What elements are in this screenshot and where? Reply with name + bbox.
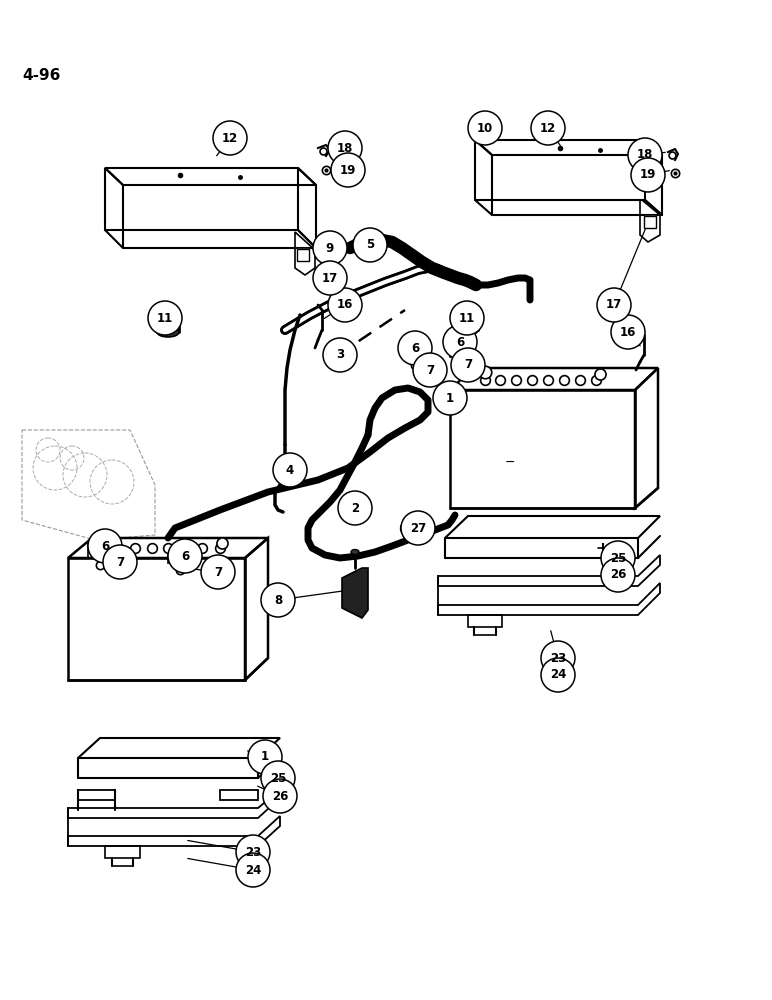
Ellipse shape [157,327,179,337]
Ellipse shape [351,550,359,554]
Circle shape [168,539,202,573]
Text: 23: 23 [245,846,261,858]
Circle shape [628,138,662,172]
Circle shape [631,158,665,192]
Text: 24: 24 [245,863,261,876]
Text: 25: 25 [269,772,286,784]
Text: 7: 7 [464,359,472,371]
Text: 6: 6 [456,336,464,349]
Text: 17: 17 [322,271,338,284]
Ellipse shape [157,310,179,320]
Circle shape [601,541,635,575]
Text: 11: 11 [459,312,475,324]
Text: 16: 16 [337,298,353,312]
Circle shape [313,231,347,265]
Text: 9: 9 [326,241,334,254]
Text: 16: 16 [620,326,636,338]
Text: 6: 6 [101,540,109,552]
Circle shape [273,453,307,487]
Circle shape [328,288,362,322]
Circle shape [88,529,122,563]
Circle shape [313,261,347,295]
Circle shape [401,511,435,545]
Text: 7: 7 [426,363,434,376]
Text: 4-96: 4-96 [22,68,60,83]
Text: 6: 6 [181,550,189,562]
Text: 4: 4 [286,464,294,477]
Text: 5: 5 [366,238,374,251]
Text: 25: 25 [610,552,626,564]
Circle shape [450,301,484,335]
Circle shape [398,331,432,365]
Circle shape [443,325,477,359]
Circle shape [541,658,575,692]
Text: 8: 8 [274,593,282,606]
Circle shape [236,835,270,869]
Circle shape [611,315,645,349]
Text: 17: 17 [606,298,622,312]
Text: 27: 27 [410,522,426,534]
Text: 3: 3 [336,349,344,361]
Circle shape [263,779,297,813]
Circle shape [201,555,235,589]
Circle shape [531,111,565,145]
Circle shape [261,761,295,795]
Circle shape [103,545,137,579]
Circle shape [353,228,387,262]
Circle shape [468,111,502,145]
Text: 23: 23 [550,652,566,664]
Ellipse shape [458,325,478,335]
Polygon shape [342,568,368,618]
Circle shape [541,641,575,675]
Text: 1: 1 [446,391,454,404]
Text: 19: 19 [340,163,356,176]
Circle shape [433,381,467,415]
Circle shape [601,558,635,592]
Ellipse shape [458,310,478,320]
Circle shape [248,740,282,774]
Circle shape [597,288,631,322]
Text: 18: 18 [637,148,653,161]
Text: 12: 12 [222,131,238,144]
Circle shape [236,853,270,887]
Text: 6: 6 [411,342,419,355]
Text: 24: 24 [550,668,566,682]
Circle shape [451,348,485,382]
Circle shape [331,153,365,187]
Text: 11: 11 [157,312,173,324]
Circle shape [328,131,362,165]
Text: 26: 26 [272,790,288,802]
Circle shape [323,338,357,372]
Text: 7: 7 [214,566,222,578]
Text: 10: 10 [477,121,493,134]
Circle shape [148,301,182,335]
Circle shape [338,491,372,525]
Text: 7: 7 [116,556,124,568]
Text: −: − [505,456,515,468]
Text: 12: 12 [540,121,556,134]
Text: 2: 2 [351,502,359,514]
Text: 18: 18 [337,141,353,154]
Text: 1: 1 [261,750,269,764]
Circle shape [413,353,447,387]
Circle shape [261,583,295,617]
Text: 19: 19 [640,168,656,182]
Text: 26: 26 [610,568,626,582]
Circle shape [213,121,247,155]
